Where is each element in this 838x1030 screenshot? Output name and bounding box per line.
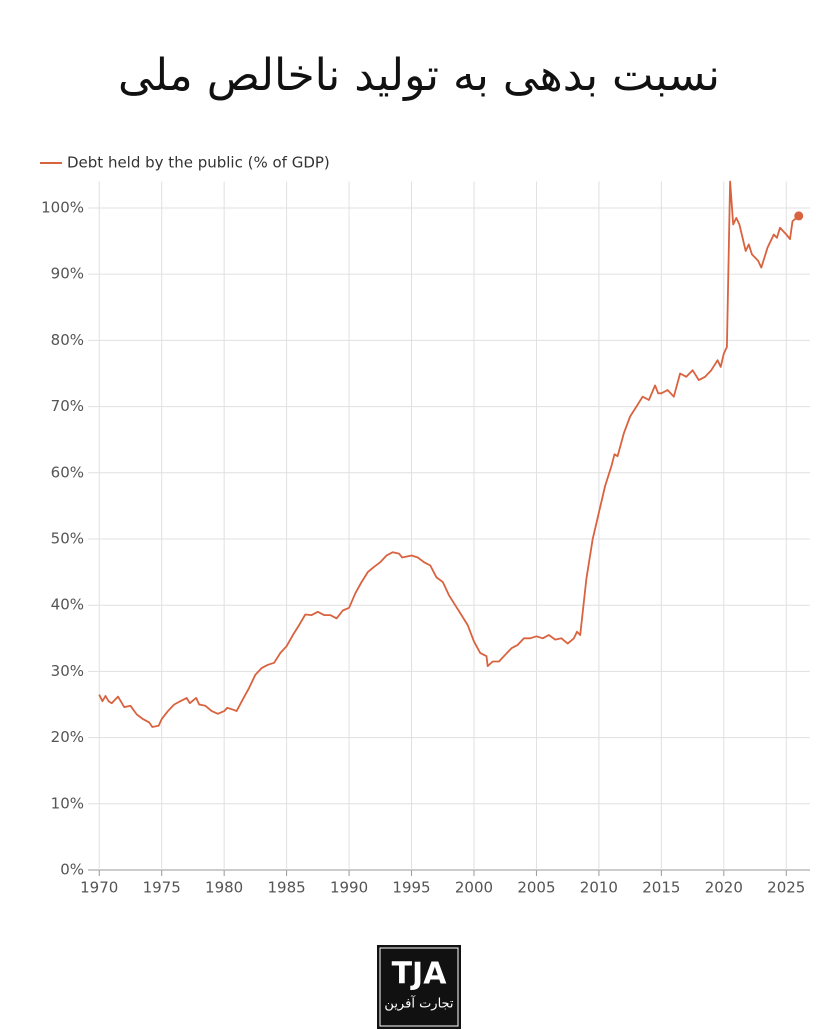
- x-tick-label: 1985: [268, 879, 306, 897]
- end-point: [794, 211, 804, 221]
- legend-label: Debt held by the public (% of GDP): [67, 154, 330, 172]
- y-tick-label: 60%: [51, 463, 84, 481]
- chart-title: نسبت بدهی به تولید ناخالص ملی: [118, 50, 720, 101]
- logo-name: TJA: [392, 957, 448, 992]
- x-tick-label: 1980: [205, 879, 243, 897]
- y-tick-label: 0%: [60, 861, 84, 879]
- x-tick-label: 2005: [517, 879, 555, 897]
- logo-subtitle: تجارت آفرین: [384, 995, 454, 1012]
- x-tick-label: 2020: [705, 879, 743, 897]
- x-tick-label: 2010: [580, 879, 618, 897]
- x-tick-label: 1990: [330, 879, 368, 897]
- y-tick-label: 40%: [51, 596, 84, 614]
- x-tick-label: 1995: [392, 879, 430, 897]
- x-tick-label: 1970: [80, 879, 118, 897]
- y-tick-label: 80%: [51, 331, 84, 349]
- x-tick-label: 2000: [455, 879, 493, 897]
- y-tick-label: 30%: [51, 662, 84, 680]
- y-tick-label: 100%: [41, 198, 84, 216]
- line: [98, 180, 800, 728]
- y-tick-label: 90%: [51, 265, 84, 283]
- x-tick-label: 1975: [143, 879, 181, 897]
- logo-frame: [379, 947, 459, 1027]
- logo-box: [377, 945, 461, 1029]
- y-tick-label: 50%: [51, 529, 84, 547]
- y-tick-label: 70%: [51, 397, 84, 415]
- y-tick-label: 10%: [51, 794, 84, 812]
- x-tick-label: 2025: [767, 879, 805, 897]
- y-tick-label: 20%: [51, 728, 84, 746]
- x-tick-label: 2015: [642, 879, 680, 897]
